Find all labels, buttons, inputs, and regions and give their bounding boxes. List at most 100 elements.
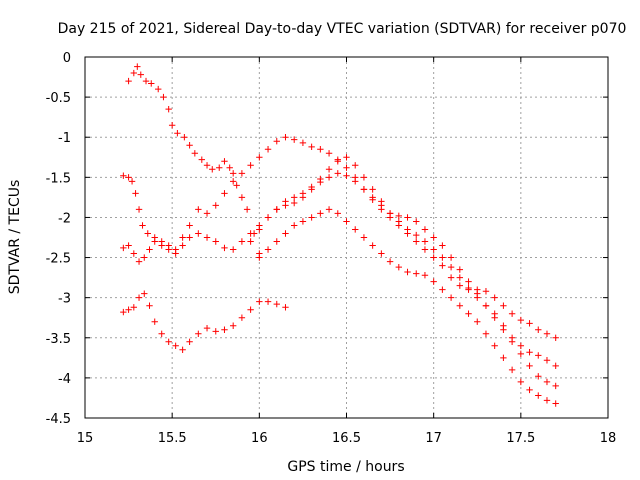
data-point — [291, 194, 298, 201]
data-point — [421, 226, 429, 233]
data-point — [134, 63, 141, 70]
data-point — [430, 254, 437, 261]
x-tick-label: 15 — [77, 431, 94, 446]
data-point — [352, 226, 359, 233]
y-tick-label: -3.5 — [46, 332, 71, 347]
data-point — [325, 166, 333, 173]
data-point — [282, 230, 289, 237]
data-point — [413, 238, 420, 245]
data-point — [352, 162, 359, 169]
y-tick-label: -4.5 — [46, 412, 71, 427]
data-point — [148, 80, 155, 87]
data-point — [139, 222, 146, 229]
data-point — [517, 378, 525, 386]
data-point — [120, 308, 127, 316]
data-point — [247, 238, 254, 245]
data-point — [264, 146, 272, 153]
data-point — [465, 286, 472, 293]
data-point — [552, 382, 559, 390]
data-point — [517, 342, 525, 349]
data-point — [256, 226, 263, 233]
data-point — [229, 178, 237, 185]
data-point — [212, 328, 219, 335]
data-point — [243, 206, 251, 213]
data-point — [160, 93, 167, 101]
grid — [85, 57, 608, 418]
data-point — [430, 246, 437, 253]
series-track-5 — [247, 154, 559, 390]
data-point — [229, 322, 237, 329]
data-point — [395, 218, 402, 225]
data-point — [308, 143, 315, 151]
data-point — [135, 294, 143, 301]
data-point — [125, 174, 132, 181]
data-point — [369, 242, 376, 249]
data-point — [142, 77, 150, 85]
data-point — [229, 246, 237, 253]
data-point — [125, 77, 132, 85]
y-tick-label: -2.5 — [46, 252, 71, 267]
data-point — [474, 290, 481, 297]
data-point — [474, 318, 481, 325]
data-point — [132, 190, 139, 197]
data-point — [439, 254, 446, 261]
data-point — [273, 238, 280, 245]
data-point — [141, 254, 148, 261]
y-tick-label: -0.5 — [46, 91, 71, 106]
data-point — [543, 378, 551, 386]
data-point — [325, 206, 333, 213]
data-point — [141, 290, 148, 297]
data-point — [221, 326, 228, 333]
data-point — [491, 342, 498, 349]
data-point — [273, 138, 280, 145]
data-point — [120, 244, 127, 252]
x-tick-label: 17.5 — [506, 431, 535, 446]
y-tick-label: -4 — [58, 372, 71, 387]
data-point — [352, 178, 359, 185]
data-point — [317, 210, 324, 217]
data-point — [198, 156, 206, 163]
data-point — [317, 175, 324, 183]
data-point — [491, 314, 498, 321]
data-point — [552, 334, 559, 341]
data-point — [264, 246, 272, 253]
data-point — [439, 286, 446, 293]
data-point — [526, 320, 533, 327]
data-point — [360, 174, 368, 181]
data-point — [195, 330, 202, 337]
data-point — [378, 198, 385, 205]
data-point — [212, 238, 219, 245]
data-point — [369, 194, 376, 201]
y-tick-label: -2 — [58, 211, 71, 226]
data-point — [203, 324, 211, 332]
data-point — [151, 318, 158, 325]
data-point — [430, 234, 437, 241]
data-point — [421, 246, 429, 253]
data-point — [465, 278, 472, 285]
data-point — [233, 182, 240, 189]
data-point — [308, 214, 315, 221]
data-point — [334, 158, 341, 165]
data-point — [186, 234, 193, 241]
data-point — [191, 150, 199, 157]
data-point — [216, 164, 223, 171]
data-point — [543, 357, 551, 364]
data-point — [386, 210, 394, 217]
data-point — [130, 69, 138, 77]
data-point — [543, 397, 551, 404]
x-tick-label: 18 — [600, 431, 617, 446]
data-point — [308, 186, 315, 193]
data-point — [395, 212, 402, 220]
data-point — [264, 214, 272, 221]
x-tick-label: 17 — [425, 431, 442, 446]
data-point — [238, 170, 246, 177]
data-point — [535, 392, 542, 399]
data-point — [238, 238, 246, 245]
data-point — [256, 298, 263, 305]
data-point — [482, 288, 490, 295]
data-point — [128, 178, 136, 185]
data-point — [465, 310, 472, 317]
data-point — [221, 244, 228, 252]
